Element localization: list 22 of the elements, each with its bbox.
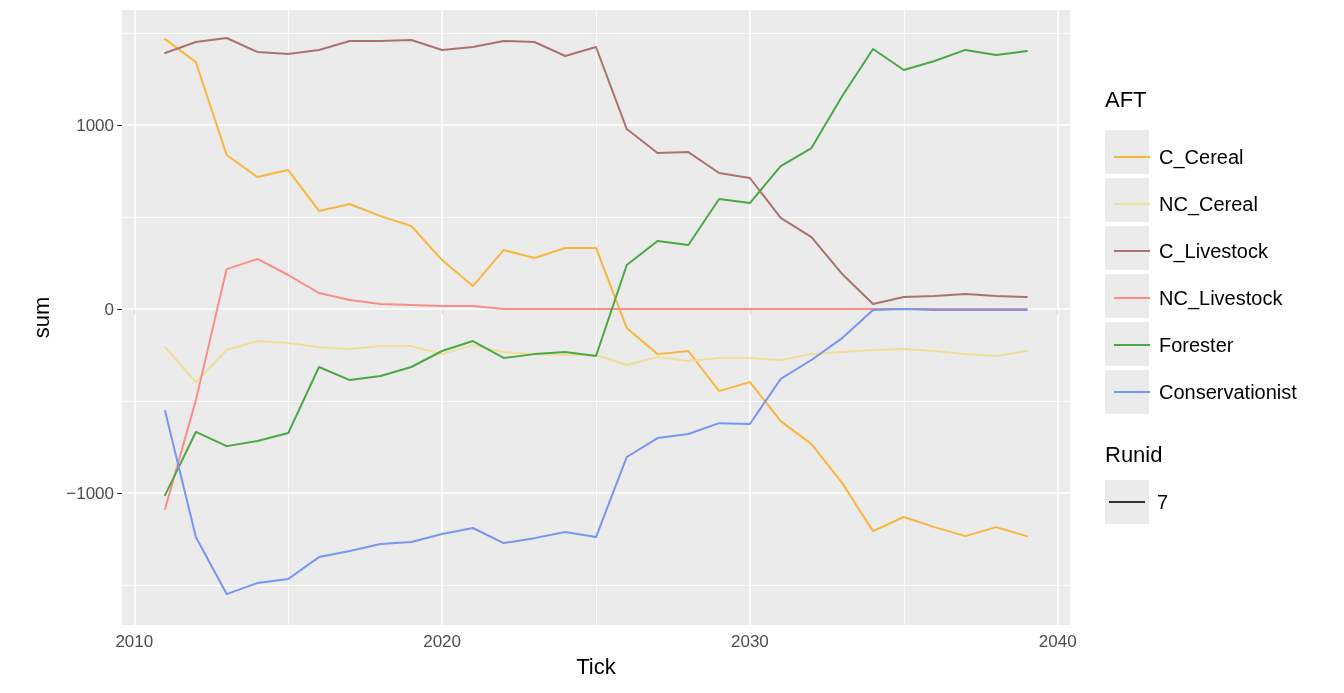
x-tick-label: 2040 bbox=[1038, 632, 1077, 651]
legend-label: C_Cereal bbox=[1159, 146, 1244, 169]
y-axis-title: sum bbox=[28, 296, 54, 339]
line-series bbox=[164, 308, 1028, 596]
y-tick-label: −1000 bbox=[66, 483, 114, 503]
x-tick-label: 2020 bbox=[423, 632, 462, 651]
legend-label: NC_Livestock bbox=[1159, 287, 1284, 310]
x-tick-label: 2030 bbox=[730, 632, 769, 651]
x-axis-title: Tick bbox=[576, 653, 617, 679]
y-tick-label: 0 bbox=[104, 299, 114, 319]
x-tick-label: 2010 bbox=[115, 632, 154, 651]
legend-label: Forester bbox=[1159, 334, 1234, 356]
legend-label: C_Livestock bbox=[1159, 240, 1269, 263]
text: 7 bbox=[1157, 491, 1169, 513]
y-tick-label: 1000 bbox=[76, 115, 114, 135]
text: Runid bbox=[1105, 442, 1163, 468]
legend-label: Conservationist bbox=[1159, 381, 1298, 403]
legend-title: AFT bbox=[1105, 86, 1147, 112]
legend-label: NC_Cereal bbox=[1159, 193, 1258, 216]
line-series bbox=[164, 257, 1028, 511]
line-series bbox=[164, 36, 1028, 306]
line-series bbox=[164, 340, 1028, 384]
